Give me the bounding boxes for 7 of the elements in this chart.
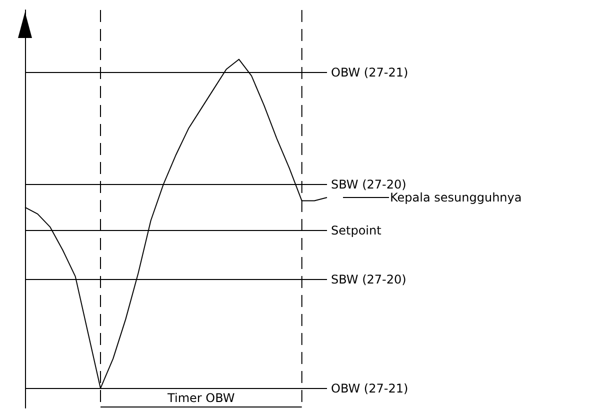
text: Kepala sesungguhnya bbox=[390, 190, 522, 204]
ref-line-label: SBW (27-20) bbox=[331, 177, 406, 192]
text: Timer OBW bbox=[166, 391, 235, 405]
ref-line-label: OBW (27-21) bbox=[331, 381, 408, 396]
ref-line-label: SBW (27-20) bbox=[331, 272, 406, 287]
ref-line-label: OBW (27-21) bbox=[331, 65, 408, 80]
ref-line-label: Setpoint bbox=[331, 223, 382, 238]
